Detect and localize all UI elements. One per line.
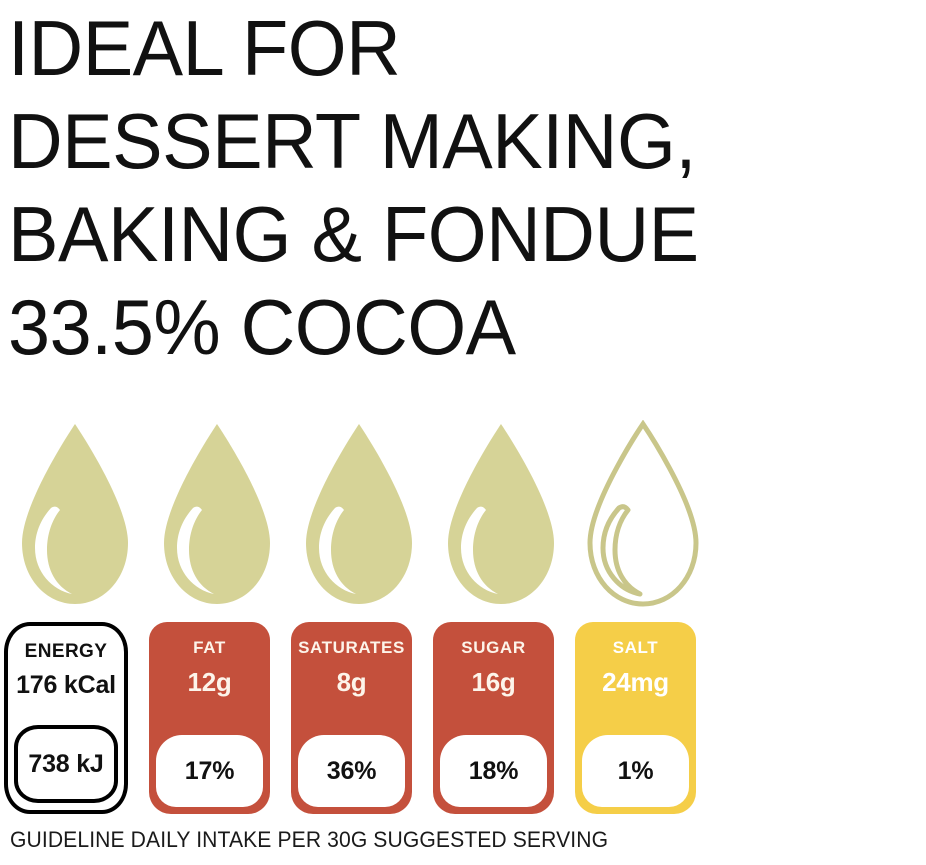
nutrient-percent-fat: 17% [184,756,235,785]
droplet-icon-1 [10,420,140,610]
nutrient-percent-salt: 1% [617,756,654,785]
nutrition-cell-sugar: SUGAR 16g 18% [433,622,554,814]
nutrient-amount-saturates: 8g [336,667,367,697]
nutrient-amount-salt: 24mg [602,667,669,697]
nutrition-cell-energy: ENERGY 176 kCal 738 kJ [4,622,128,814]
nutrient-label-saturates: SATURATES [298,638,405,657]
droplet-icon-3 [294,420,424,610]
nutrient-percent-sugar: 18% [468,756,519,785]
cocoa-droplet-rating [10,420,740,610]
nutrition-cell-salt: SALT 24mg 1% [575,622,696,814]
headline-line-3: BAKING & FONDUE [8,190,699,278]
nutrition-cell-saturates: SATURATES 8g 36% [291,622,412,814]
nutrient-label-salt: SALT [612,638,659,657]
nutrition-traffic-light-panel: ENERGY 176 kCal 738 kJ FAT 12g 17% SATUR… [4,622,704,814]
gda-caption: GUIDELINE DAILY INTAKE PER 30G SUGGESTED… [10,827,609,852]
energy-kj-box: 738 kJ [14,725,118,803]
nutrient-label-sugar: SUGAR [461,638,526,657]
headline-line-4: 33.5% COCOA [8,283,516,371]
energy-kcal-value: 176 kCal [16,671,116,699]
nutrient-percent-box-fat: 17% [156,735,263,807]
droplet-icon-2 [152,420,282,610]
droplet-icon-4 [436,420,566,610]
nutrient-label-fat: FAT [193,638,226,657]
nutrient-amount-sugar: 16g [471,667,516,697]
nutrient-amount-fat: 12g [187,667,232,697]
nutrition-cell-fat: FAT 12g 17% [149,622,270,814]
nutrient-percent-box-salt: 1% [582,735,689,807]
nutrient-percent-box-sugar: 18% [440,735,547,807]
headline-line-2: DESSERT MAKING, [8,97,696,185]
headline-line-1: IDEAL FOR [8,4,401,92]
nutrient-percent-box-saturates: 36% [298,735,405,807]
energy-label: ENERGY [24,641,108,662]
energy-kj-value: 738 kJ [28,749,104,778]
headline-block: IDEAL FOR DESSERT MAKING, BAKING & FONDU… [8,2,926,374]
nutrient-percent-saturates: 36% [326,756,377,785]
droplet-icon-5-empty [578,420,708,610]
